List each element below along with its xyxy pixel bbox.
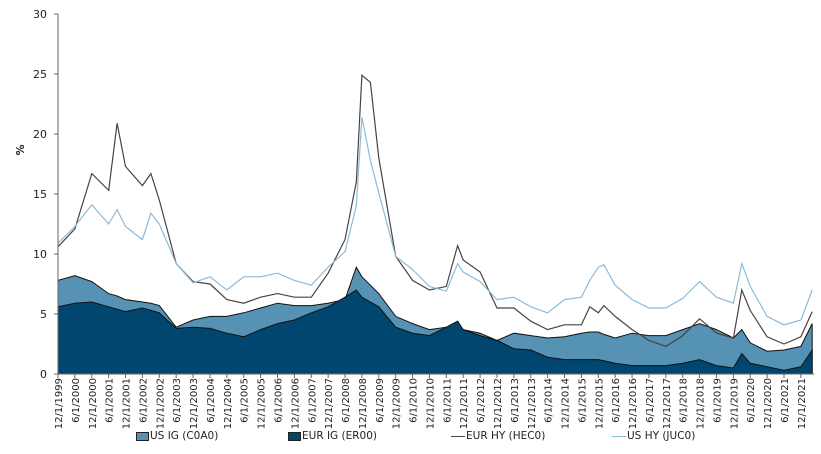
x-tick-label: 12/1/2016	[628, 378, 639, 429]
x-tick-label: 12/1/2012	[493, 378, 504, 429]
legend-label: US IG (C0A0)	[150, 430, 219, 442]
x-tick-label: 12/1/1999	[54, 378, 65, 429]
x-tick-label: 12/1/2006	[290, 378, 301, 429]
x-tick-label: 12/1/2011	[459, 378, 470, 429]
y-axis-label: %	[14, 144, 27, 155]
x-tick-label: 12/1/2009	[392, 378, 403, 429]
x-tick-label: 6/1/2000	[71, 378, 82, 423]
x-tick-label: 12/1/2015	[594, 378, 605, 429]
x-tick-label: 6/1/2002	[138, 378, 149, 423]
legend-swatch	[136, 431, 149, 441]
x-tick-label: 12/1/2018	[696, 378, 707, 429]
x-tick-label: 6/1/2017	[645, 378, 656, 423]
x-tick-label: 6/1/2020	[746, 378, 757, 423]
legend-label: EUR IG (ER00)	[302, 430, 378, 442]
x-tick-label: 6/1/2006	[273, 378, 284, 423]
y-tick-label: 30	[33, 8, 47, 21]
x-tick-label: 12/1/2005	[257, 378, 268, 429]
y-tick-label: 0	[40, 368, 47, 381]
x-tick-label: 6/1/2013	[510, 378, 521, 423]
legend-item-eur-ig: EUR IG (ER00)	[288, 430, 377, 442]
line-series-us-hy-juc0	[57, 117, 813, 326]
x-tick-label: 6/1/2009	[375, 378, 386, 423]
x-tick-label: 12/1/2002	[155, 378, 166, 429]
x-tick-label: 12/1/2000	[88, 378, 99, 429]
x-tick-label: 12/1/2001	[122, 378, 133, 429]
x-tick-label: 12/1/2008	[358, 378, 369, 429]
legend-item-eur-hy: EUR HY (HEC0)	[451, 430, 545, 442]
legend-swatch	[288, 431, 301, 441]
x-tick-label: 12/1/2019	[729, 378, 740, 429]
x-tick-label: 6/1/2014	[544, 378, 555, 423]
x-tick-label: 6/1/2010	[409, 378, 420, 423]
x-tick-label: 6/1/2004	[206, 378, 217, 423]
y-tick-label: 20	[33, 128, 47, 141]
x-tick-label: 6/1/2011	[442, 378, 453, 423]
x-tick-label: 12/1/2017	[662, 378, 673, 429]
y-tick-label: 25	[33, 68, 47, 81]
x-tick-label: 6/1/2001	[105, 378, 116, 423]
x-tick-label: 6/1/2018	[679, 378, 690, 423]
x-tick-label: 12/1/2021	[797, 378, 808, 429]
y-tick-label: 15	[33, 188, 47, 201]
x-tick-label: 12/1/2014	[561, 378, 572, 429]
x-tick-label: 6/1/2021	[780, 378, 791, 423]
legend-label: EUR HY (HEC0)	[466, 430, 546, 442]
x-tick-label: 12/1/2010	[425, 378, 436, 429]
x-tick-label: 6/1/2019	[712, 378, 723, 423]
legend-label: US HY (JUC0)	[627, 430, 696, 442]
x-tick-label: 12/1/2013	[527, 378, 538, 429]
area-series-eur-ig-er00	[57, 289, 813, 375]
x-tick-label: 6/1/2008	[341, 378, 352, 423]
legend-item-us-hy: US HY (JUC0)	[612, 430, 695, 442]
x-tick-label: 12/1/2003	[189, 378, 200, 429]
y-tick-label: 10	[33, 248, 47, 261]
x-tick-label: 6/1/2005	[240, 378, 251, 423]
y-tick-label: 5	[40, 308, 47, 321]
legend-swatch	[612, 435, 626, 437]
x-tick-label: 12/1/2004	[223, 378, 234, 429]
x-tick-label: 6/1/2003	[172, 378, 183, 423]
legend-item-us-ig: US IG (C0A0)	[136, 430, 218, 442]
x-tick-label: 6/1/2015	[577, 378, 588, 423]
x-tick-label: 6/1/2007	[307, 378, 318, 423]
line-series-eur-hy-hec0	[57, 73, 813, 348]
x-tick-label: 12/1/2007	[324, 378, 335, 429]
x-tick-label: 6/1/2016	[611, 378, 622, 423]
legend-swatch	[451, 435, 465, 437]
x-tick-label: 12/1/2020	[763, 378, 774, 429]
x-tick-label: 6/1/2012	[476, 378, 487, 423]
